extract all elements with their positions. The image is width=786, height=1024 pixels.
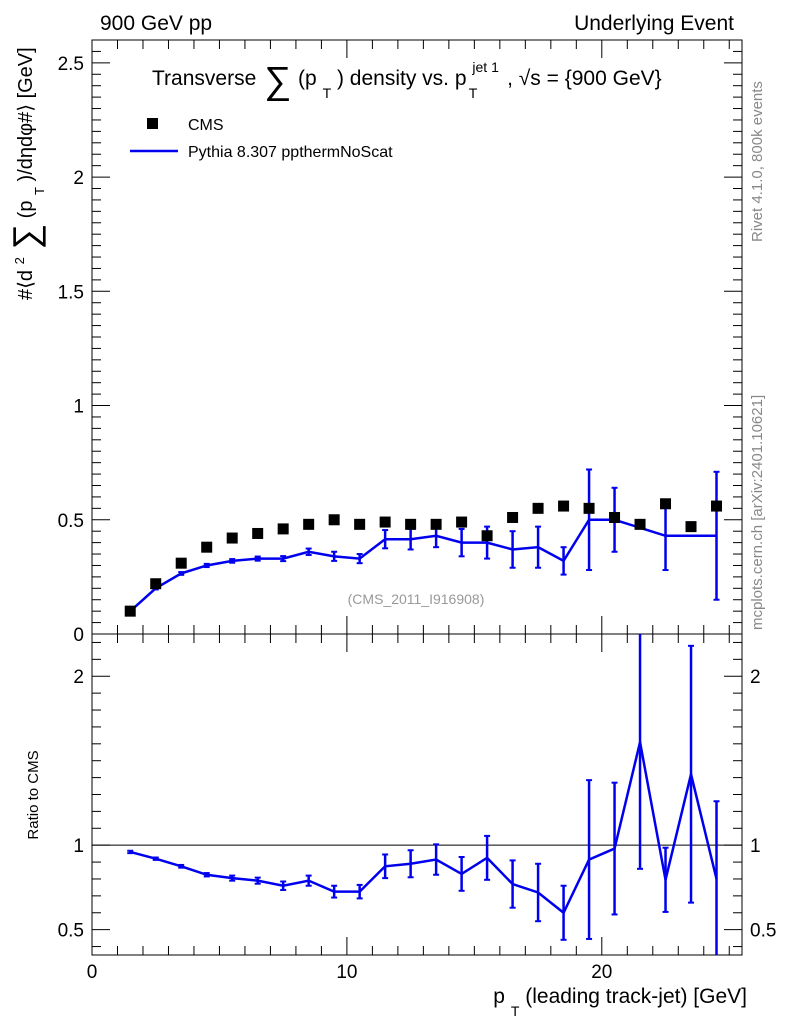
mcplots-label: mcplots.cern.ch [arXiv:2401.10621] bbox=[749, 395, 766, 630]
cms-data-point bbox=[201, 541, 213, 553]
main-y-tick-label: 0 bbox=[73, 625, 84, 646]
ratio-series bbox=[127, 634, 720, 955]
x-axis-label: p T (leading track-jet) [GeV] bbox=[493, 985, 747, 1021]
ylabel-pre: #⟨d bbox=[15, 270, 37, 300]
cms-data-point bbox=[175, 557, 187, 569]
ylabel-sum: ∑ bbox=[5, 224, 46, 250]
ratio-y-tick-label: 2 bbox=[73, 667, 84, 688]
cms-data-point bbox=[405, 518, 417, 530]
main-y-axis: 0 0.5 1 1.5 2 2.5 bbox=[58, 39, 742, 646]
title-jet-sub: T bbox=[469, 85, 478, 101]
legend-cms-label: CMS bbox=[188, 117, 224, 134]
xlabel-rest: (leading track-jet) [GeV] bbox=[525, 985, 747, 1008]
ratio-plot-frame bbox=[91, 633, 743, 956]
ratio-y-tick-label-right: 1 bbox=[750, 836, 761, 857]
main-y-tick-label: 1.5 bbox=[58, 282, 84, 303]
cms-data-point bbox=[430, 518, 442, 530]
title-lead: Transverse bbox=[152, 67, 256, 90]
ylabel-post: )/dηdφ#⟩ [GeV] bbox=[15, 47, 37, 181]
main-y-tick-label: 2 bbox=[73, 168, 84, 189]
main-y-tick-label: 0.5 bbox=[58, 511, 84, 532]
cms-data-point bbox=[558, 500, 570, 512]
main-y-tick-label: 2.5 bbox=[58, 54, 84, 75]
cms-data-point bbox=[634, 518, 646, 530]
header-right: Underlying Event bbox=[574, 12, 734, 35]
x-tick-label: 20 bbox=[591, 962, 612, 983]
analysis-watermark: (CMS_2011_I916908) bbox=[348, 591, 485, 607]
cms-main-series bbox=[124, 498, 723, 617]
title-p-sub: T bbox=[323, 85, 332, 101]
header-left: 900 GeV pp bbox=[100, 12, 212, 35]
chart-title: Transverse ∑ (p T ) density vs. p jet 1 … bbox=[152, 54, 662, 103]
cms-data-point bbox=[507, 511, 519, 523]
title-tail: , √s = {900 GeV} bbox=[507, 67, 662, 90]
cms-data-point bbox=[303, 518, 315, 530]
ylabel-sq: 2 bbox=[12, 257, 27, 264]
title-p-close: ) density vs. p bbox=[337, 67, 467, 90]
cms-data-point bbox=[150, 578, 162, 590]
xlabel-p: p bbox=[493, 985, 505, 1008]
title-p-open: (p bbox=[298, 67, 317, 90]
ylabel-p-open: (p bbox=[15, 201, 37, 219]
cms-data-point bbox=[124, 605, 136, 617]
main-y-tick-label: 1 bbox=[73, 397, 84, 418]
ratio-y-tick-label-right: 0.5 bbox=[750, 921, 776, 942]
ratio-y-axis: 0.5 0.5 1 1 2 2 bbox=[58, 641, 776, 948]
title-sum: ∑ bbox=[264, 60, 291, 102]
cms-data-point bbox=[685, 521, 697, 533]
cms-data-point bbox=[532, 502, 544, 514]
cms-data-point bbox=[660, 498, 672, 510]
x-tick-label: 10 bbox=[336, 962, 357, 983]
legend-cms-marker bbox=[147, 118, 158, 129]
title-jet-sup: jet 1 bbox=[471, 59, 499, 75]
xlabel-sub: T bbox=[511, 1003, 520, 1019]
pythia-main-line bbox=[129, 518, 717, 613]
legend: CMS Pythia 8.307 ppthermNoScat bbox=[130, 117, 393, 161]
cms-data-point bbox=[711, 500, 723, 512]
ratio-y-tick-label: 1 bbox=[73, 836, 84, 857]
cms-data-point bbox=[226, 532, 238, 544]
cms-data-point bbox=[481, 530, 493, 542]
rivet-label: Rivet 4.1.0, 800k events bbox=[749, 81, 766, 242]
ratio-y-tick-label: 0.5 bbox=[58, 921, 84, 942]
ratio-y-label: Ratio to CMS bbox=[25, 750, 42, 839]
cms-data-point bbox=[379, 516, 391, 528]
cms-data-point bbox=[252, 527, 264, 539]
main-y-label: #⟨d 2 ∑ (p T )/dηdφ#⟩ [GeV] bbox=[5, 47, 49, 300]
x-tick-label: 0 bbox=[87, 962, 98, 983]
legend-pythia-label: Pythia 8.307 ppthermNoScat bbox=[188, 144, 393, 161]
cms-data-point bbox=[277, 523, 289, 535]
cms-data-point bbox=[456, 516, 468, 528]
ylabel-p-sub: T bbox=[32, 187, 47, 195]
cms-data-point bbox=[609, 511, 621, 523]
ratio-y-tick-label-right: 2 bbox=[750, 667, 761, 688]
ratio-line bbox=[129, 741, 718, 915]
cms-data-point bbox=[583, 502, 595, 514]
cms-data-point bbox=[354, 518, 366, 530]
cms-data-point bbox=[328, 514, 340, 526]
x-axis: 0 10 20 bbox=[87, 40, 730, 983]
